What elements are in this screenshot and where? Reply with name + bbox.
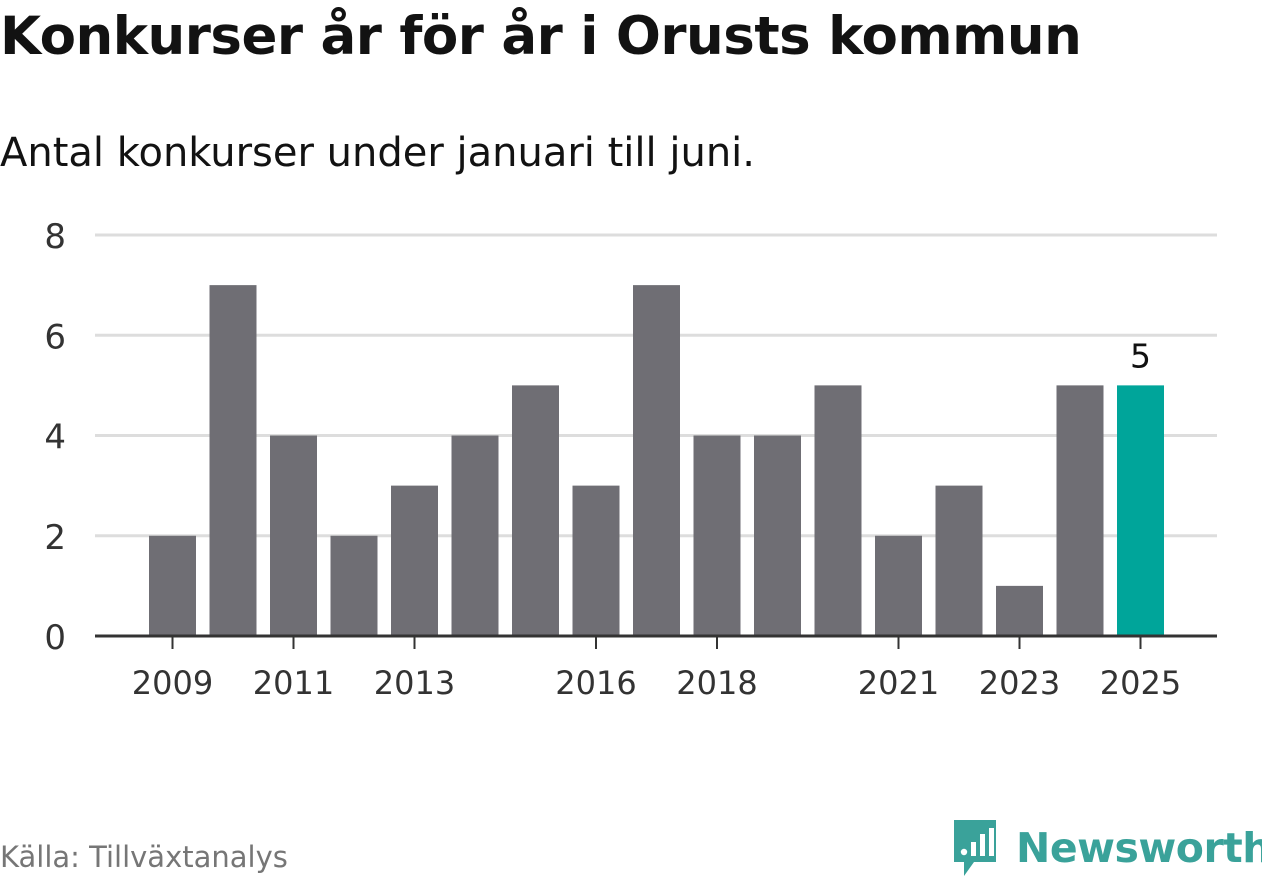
y-tick-label: 2 — [44, 518, 66, 558]
y-tick-label: 6 — [44, 317, 66, 357]
bar-2025 — [1117, 385, 1164, 636]
bar-2019 — [754, 435, 801, 636]
bar-2018 — [693, 435, 741, 636]
x-tick-label: 2011 — [253, 664, 334, 702]
brand-name: Newsworthy — [1016, 824, 1262, 872]
bar-2024 — [1056, 385, 1104, 636]
y-tick-label: 8 — [44, 217, 66, 257]
data-label-2025: 5 — [1130, 336, 1151, 375]
source-note: Källa: Tillväxtanalys — [0, 840, 288, 874]
bar-2010 — [209, 285, 257, 636]
x-tick-label: 2018 — [676, 664, 757, 702]
bar-2013 — [391, 485, 438, 636]
y-tick-label: 4 — [44, 418, 66, 458]
bar-layer: 5 — [149, 285, 1164, 636]
bar-2009 — [149, 535, 196, 636]
bar-2016 — [572, 485, 620, 636]
x-tick-label: 2025 — [1100, 664, 1181, 702]
bar-2020 — [814, 385, 862, 636]
x-tick-label: 2016 — [555, 664, 636, 702]
x-tick-label: 2013 — [374, 664, 455, 702]
bar-2022 — [935, 485, 983, 636]
chart-subtitle: Antal konkurser under januari till juni. — [0, 130, 755, 176]
x-tick-label: 2023 — [979, 664, 1060, 702]
chart-title: Konkurser år för år i Orusts kommun — [0, 6, 1082, 67]
bar-2011 — [270, 435, 317, 636]
newsworthy-logo-icon — [954, 820, 996, 876]
y-tick-label: 0 — [44, 618, 66, 658]
axis-layer: 0 2 4 6 8 2009 2011 2013 2016 2018 2021 2023 2025 — [44, 217, 1217, 702]
x-tick-label: 2021 — [858, 664, 939, 702]
bar-2023 — [996, 585, 1043, 636]
bar-2015 — [512, 385, 559, 636]
bar-2021 — [875, 535, 922, 636]
x-tick-label: 2009 — [132, 664, 213, 702]
bar-2012 — [330, 535, 378, 636]
bar-2014 — [451, 435, 499, 636]
bar-2017 — [633, 285, 680, 636]
brand-logo: Newsworthy — [950, 818, 1262, 878]
